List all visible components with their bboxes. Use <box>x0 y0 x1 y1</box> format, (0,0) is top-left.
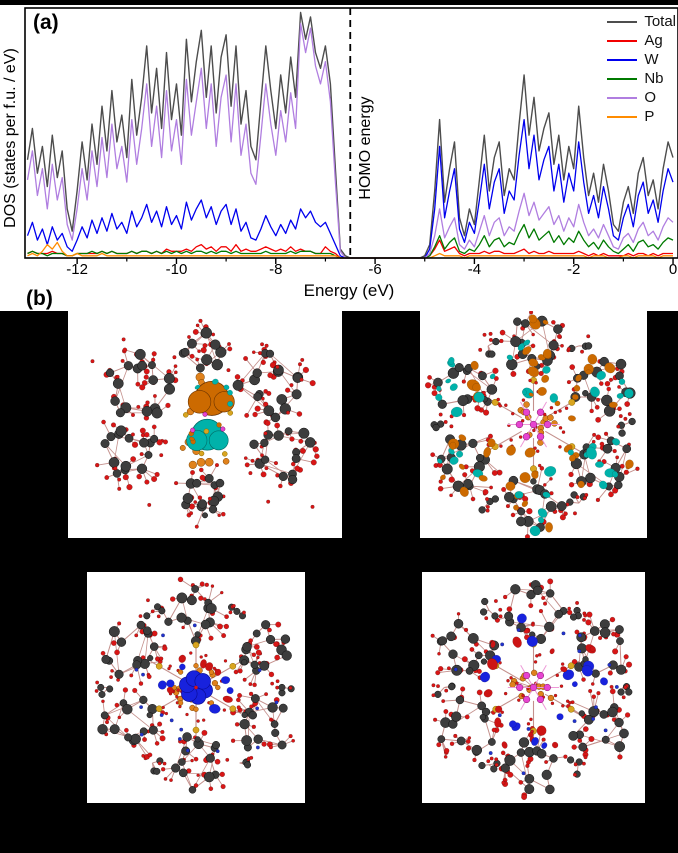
molecule-svg-0 <box>90 318 320 529</box>
molecule-image-top-view-orbital <box>420 310 647 540</box>
legend-line-sample <box>607 96 638 99</box>
legend-line-sample <box>607 20 638 23</box>
homo-energy-label: HOMO energy <box>357 96 374 200</box>
x-tick-label: -12 <box>66 261 88 278</box>
y-axis-label: DOS (states per f.u. / eV) <box>2 48 19 228</box>
molecule-svg-2 <box>94 576 296 794</box>
legend-label: Total <box>644 13 676 30</box>
legend-line-sample <box>607 58 638 61</box>
legend-line-sample <box>607 39 638 42</box>
x-tick-label: 0 <box>668 261 678 278</box>
molecule-svg-3 <box>430 578 633 801</box>
legend-label: O <box>644 89 656 106</box>
x-tick-label: -2 <box>567 261 581 278</box>
legend-entry-ag: Ag <box>607 31 676 50</box>
plot-legend: Total Ag W Nb O P <box>607 12 676 126</box>
plot-frame <box>24 7 678 259</box>
x-tick-label: -8 <box>269 261 283 278</box>
legend-label: Ag <box>644 32 663 49</box>
legend-entry-w: W <box>607 50 676 69</box>
molecule-svg-1 <box>424 310 640 540</box>
legend-entry-o: O <box>607 88 676 107</box>
legend-entry-p: P <box>607 107 676 126</box>
molecule-image-side-view-orbital <box>68 311 342 538</box>
panel-b-label: (b) <box>26 287 53 310</box>
x-axis-label: Energy (eV) <box>303 281 395 300</box>
legend-entry-total: Total <box>607 12 676 31</box>
legend-entry-nb: Nb <box>607 69 676 88</box>
dos-plot-panel: (a) DOS (states per f.u. / eV) Energy (e… <box>0 5 678 311</box>
panel-a-label: (a) <box>33 11 59 34</box>
legend-label: P <box>644 108 655 125</box>
legend-label: W <box>644 51 659 68</box>
x-tick-label: -4 <box>467 261 482 278</box>
legend-line-sample <box>607 77 638 80</box>
x-tick-label: -10 <box>165 261 188 278</box>
x-tick-label: -6 <box>368 261 382 278</box>
legend-label: Nb <box>644 70 664 87</box>
dos-plot-svg <box>24 7 678 264</box>
molecule-image-density-center <box>87 572 305 803</box>
legend-line-sample <box>607 115 638 118</box>
molecule-image-density-ring <box>422 572 645 803</box>
